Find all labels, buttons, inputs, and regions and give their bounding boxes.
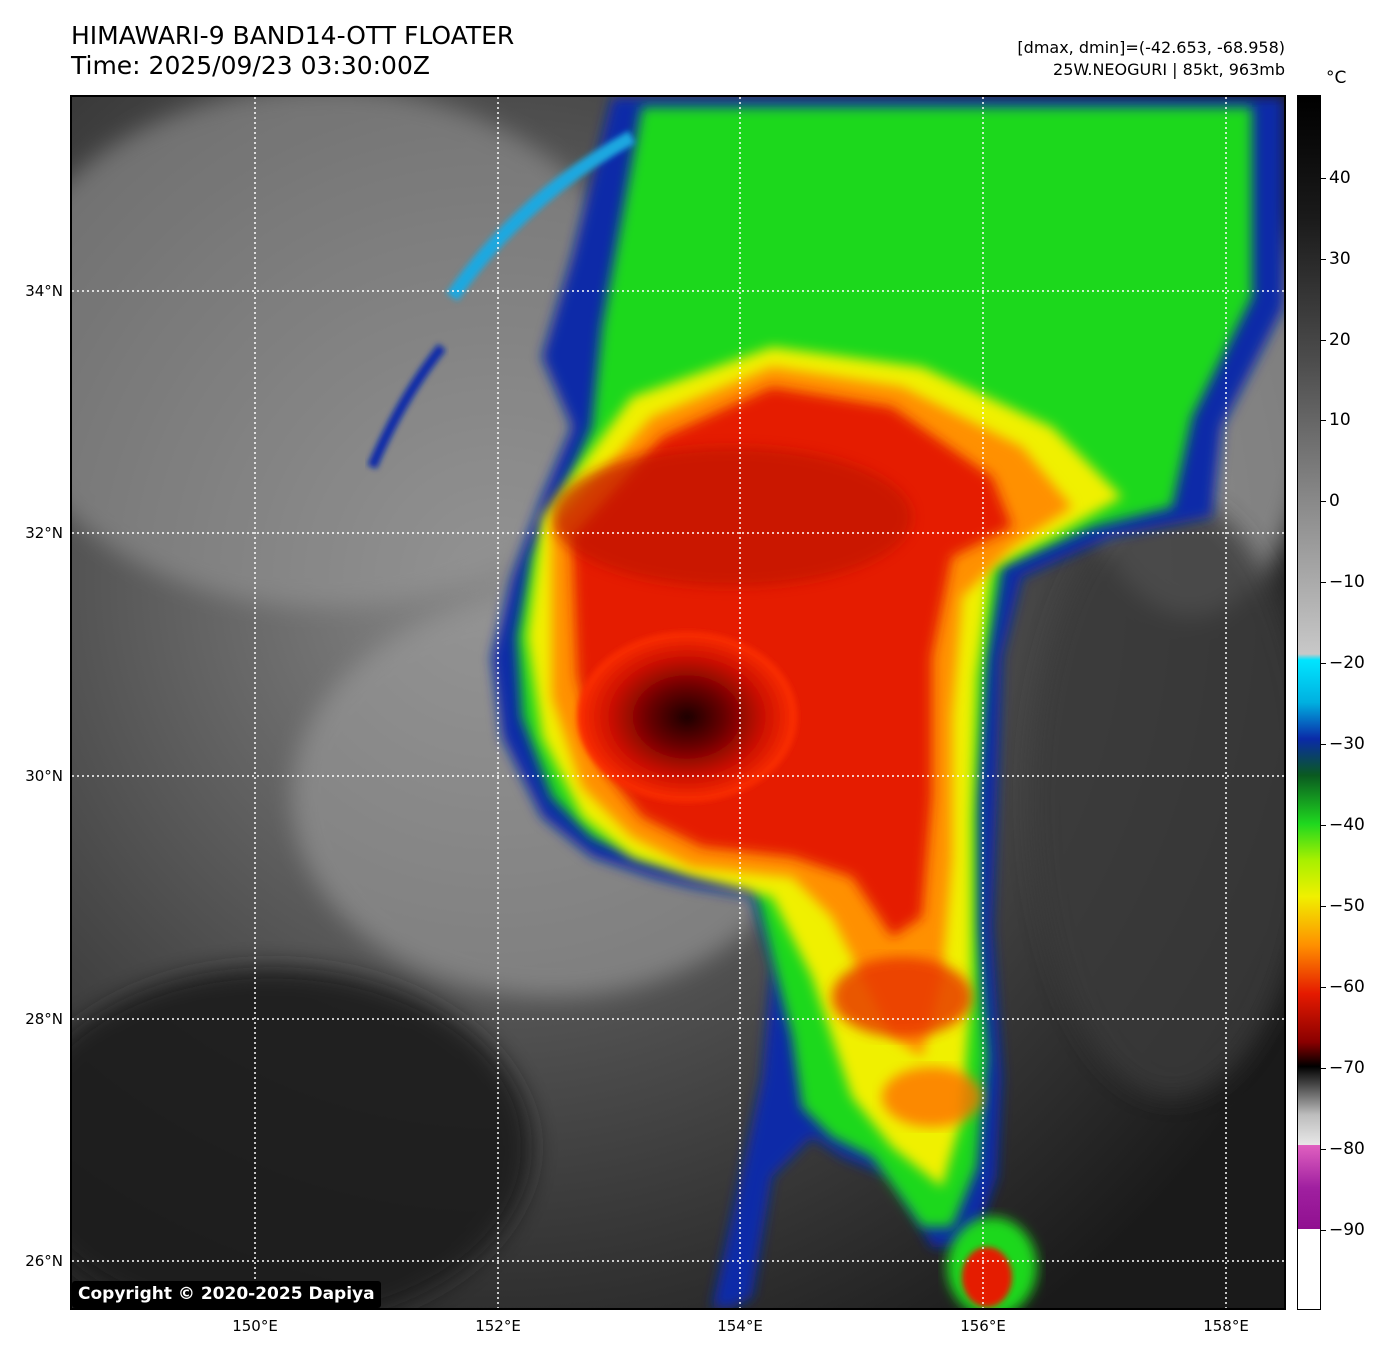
colorbar-label-minus-20: −20 bbox=[1329, 653, 1365, 673]
title-line-2: Time: 2025/09/23 03:30:00Z bbox=[71, 51, 430, 80]
colorbar-tick bbox=[1321, 1068, 1326, 1069]
latitude-label-32n: 32°N bbox=[25, 524, 63, 542]
colorbar-label-minus-30: −30 bbox=[1329, 734, 1365, 754]
colorbar-label-minus-50: −50 bbox=[1329, 896, 1365, 916]
colorbar-tick bbox=[1321, 663, 1326, 664]
colorbar-label-40: 40 bbox=[1329, 168, 1351, 188]
title-line-1: HIMAWARI-9 BAND14-OTT FLOATER bbox=[71, 21, 515, 50]
colorbar-label-minus-70: −70 bbox=[1329, 1058, 1365, 1078]
longitude-label-150e: 150°E bbox=[232, 1317, 278, 1335]
colorbar-label-0: 0 bbox=[1329, 491, 1340, 511]
colorbar-tick bbox=[1321, 259, 1326, 260]
colorbar bbox=[1297, 95, 1321, 1310]
colorbar-label-minus-10: −10 bbox=[1329, 572, 1365, 592]
copyright-label: Copyright © 2020-2025 Dapiya bbox=[72, 1281, 381, 1308]
stats-line: [dmax, dmin]=(-42.653, -68.958) bbox=[1017, 38, 1285, 57]
colorbar-tick bbox=[1321, 340, 1326, 341]
longitude-label-156e: 156°E bbox=[960, 1317, 1006, 1335]
latitude-label-26n: 26°N bbox=[25, 1252, 63, 1270]
colorbar-tick bbox=[1321, 501, 1326, 502]
colorbar-label-30: 30 bbox=[1329, 249, 1351, 269]
longitude-label-152e: 152°E bbox=[475, 1317, 521, 1335]
storm-line: 25W.NEOGURI | 85kt, 963mb bbox=[1053, 60, 1285, 79]
satellite-imagery bbox=[72, 97, 1284, 1308]
colorbar-label-minus-40: −40 bbox=[1329, 815, 1365, 835]
colorbar-unit: °C bbox=[1326, 68, 1347, 88]
latitude-label-28n: 28°N bbox=[25, 1010, 63, 1028]
graticule bbox=[72, 97, 1284, 1308]
colorbar-tick bbox=[1321, 906, 1326, 907]
colorbar-label-minus-80: −80 bbox=[1329, 1139, 1365, 1159]
latitude-label-30n: 30°N bbox=[25, 767, 63, 785]
colorbar-label-minus-90: −90 bbox=[1329, 1220, 1365, 1240]
colorbar-label-20: 20 bbox=[1329, 330, 1351, 350]
colorbar-label-10: 10 bbox=[1329, 410, 1351, 430]
colorbar-tick bbox=[1321, 582, 1326, 583]
colorbar-tick bbox=[1321, 1230, 1326, 1231]
longitude-label-154e: 154°E bbox=[717, 1317, 763, 1335]
colorbar-tick bbox=[1321, 825, 1326, 826]
colorbar-tick bbox=[1321, 987, 1326, 988]
colorbar-tick bbox=[1321, 420, 1326, 421]
satellite-image bbox=[70, 95, 1286, 1310]
colorbar-tick bbox=[1321, 744, 1326, 745]
colorbar-tick bbox=[1321, 178, 1326, 179]
longitude-label-158e: 158°E bbox=[1203, 1317, 1249, 1335]
latitude-label-34n: 34°N bbox=[25, 282, 63, 300]
colorbar-label-minus-60: −60 bbox=[1329, 977, 1365, 997]
colorbar-tick bbox=[1321, 1149, 1326, 1150]
